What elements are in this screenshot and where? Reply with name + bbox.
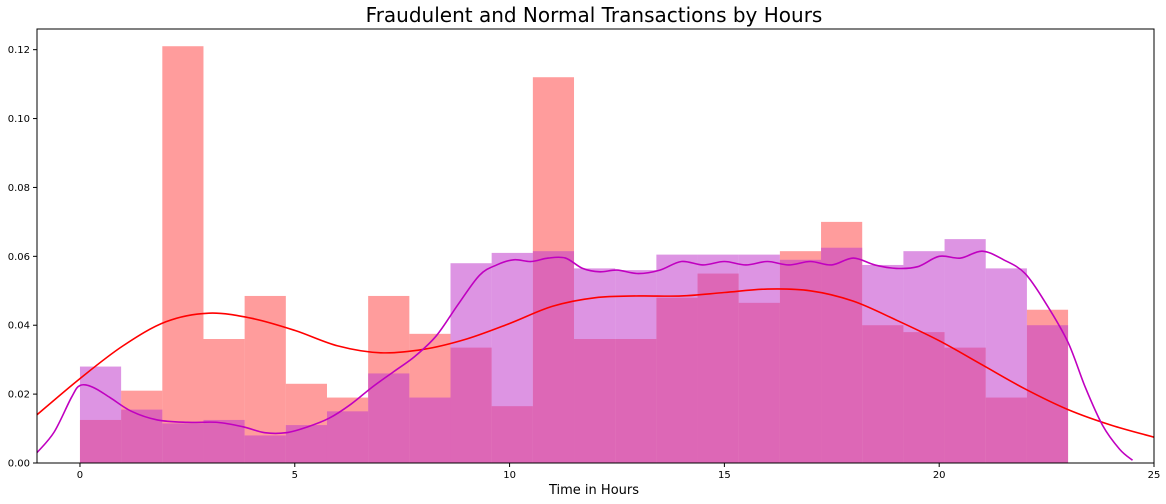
histogram-bar: [121, 409, 163, 463]
x-tick-label: 10: [503, 470, 516, 481]
kde-line-2: [37, 288, 1154, 438]
y-tick-label: 0.00: [8, 459, 30, 470]
histogram-bar: [244, 435, 286, 463]
histogram-bar: [903, 251, 945, 463]
plot-area: [37, 46, 1154, 463]
x-tick-label: 25: [1148, 470, 1161, 481]
histogram-bar: [697, 254, 739, 463]
kde-line-3: [37, 250, 1134, 461]
histogram-bar: [162, 46, 204, 463]
histogram-bar: [491, 252, 533, 463]
histogram-bar: [574, 268, 616, 463]
histogram-bar: [326, 411, 369, 463]
x-axis-label: Time in Hours: [548, 483, 639, 498]
y-tick-label: 0.10: [8, 114, 30, 125]
x-tick-label: 15: [718, 470, 731, 481]
histogram-bar: [862, 264, 904, 463]
y-tick-label: 0.04: [8, 321, 30, 332]
histogram-bar: [450, 263, 492, 463]
histogram-bar: [615, 270, 657, 463]
histogram-bar: [368, 373, 410, 463]
y-axis: 0.00 0.02 0.04 0.06 0.08 0.10 0.12: [8, 45, 37, 470]
histogram-bar: [656, 254, 698, 463]
histogram-bar: [944, 239, 986, 463]
histogram-bar: [409, 397, 451, 463]
histogram-bar: [738, 254, 780, 463]
histogram-bar: [1026, 325, 1069, 463]
y-tick-label: 0.12: [8, 45, 30, 56]
x-tick-label: 0: [77, 470, 83, 481]
plot-frame: [36, 28, 1155, 464]
histogram-bar: [779, 259, 822, 463]
histogram-bar: [79, 366, 122, 463]
x-tick-label: 5: [292, 470, 298, 481]
histogram-bar: [244, 295, 286, 463]
y-tick-label: 0.02: [8, 390, 30, 401]
y-tick-label: 0.06: [8, 252, 30, 263]
histogram-bar: [821, 247, 863, 463]
x-axis: 0 5 10 15 20 25: [77, 463, 1161, 481]
histogram-bar: [985, 268, 1027, 463]
y-tick-label: 0.08: [8, 183, 30, 194]
chart-title: Fraudulent and Normal Transactions by Ho…: [366, 3, 823, 27]
histogram-bar: [162, 423, 204, 463]
histogram-bar: [203, 419, 245, 463]
histogram-bar: [532, 251, 575, 463]
histogram-series-1: [79, 239, 1069, 463]
x-tick-label: 20: [933, 470, 946, 481]
